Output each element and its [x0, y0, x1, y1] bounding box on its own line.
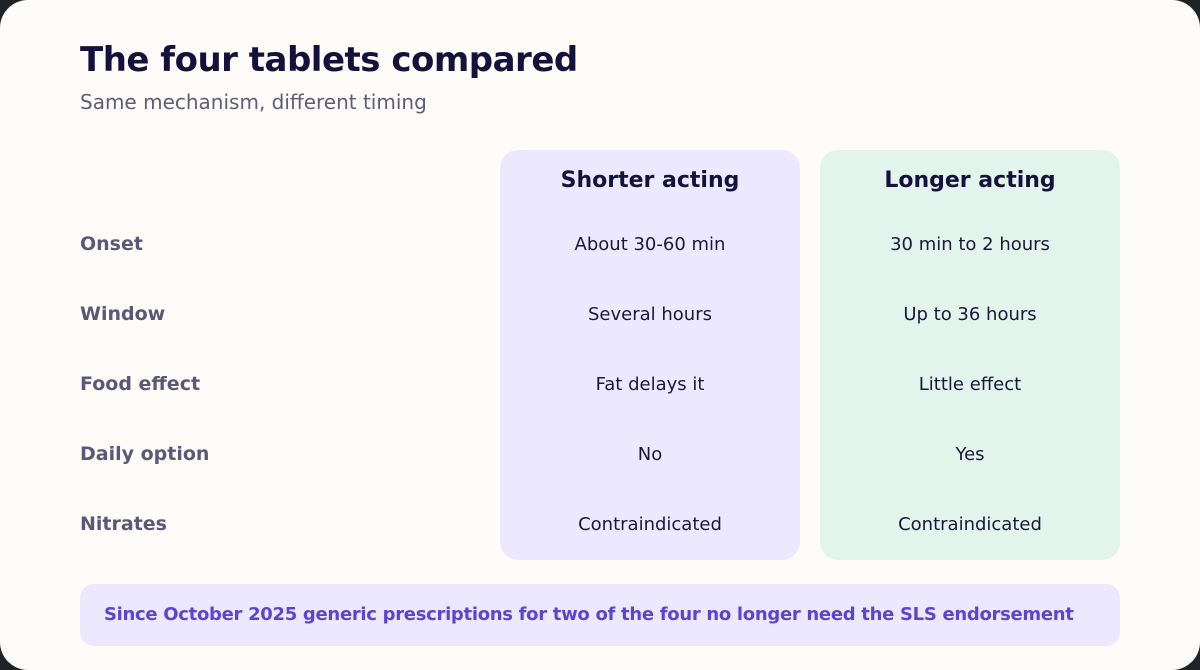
row-label-nitrates: Nitrates [80, 513, 167, 535]
cell-onset-long: 30 min to 2 hours [890, 234, 1050, 255]
row-label-daily-option: Daily option [80, 443, 210, 465]
column-header-longer-acting: Longer acting [884, 168, 1056, 193]
cell-food-effect-short: Fat delays it [595, 374, 705, 395]
cell-food-effect-long: Little effect [918, 374, 1022, 395]
cell-nitrates-long: Contraindicated [898, 514, 1042, 535]
cell-daily-option-long: Yes [955, 444, 985, 465]
cell-window-short: Several hours [588, 304, 712, 325]
cell-daily-option-short: No [637, 444, 663, 465]
cell-nitrates-short: Contraindicated [578, 514, 722, 535]
cell-onset-short: About 30-60 min [574, 234, 726, 255]
page-subtitle: Same mechanism, different timing [80, 90, 427, 114]
longer-acting-column-panel [820, 150, 1120, 560]
cell-window-long: Up to 36 hours [903, 304, 1037, 325]
column-header-shorter-acting: Shorter acting [560, 168, 740, 193]
row-label-onset: Onset [80, 233, 143, 255]
page-title: The four tablets compared [80, 40, 578, 80]
shorter-acting-column-panel [500, 150, 800, 560]
row-label-food-effect: Food effect [80, 373, 201, 395]
footnote-text: Since October 2025 generic prescriptions… [104, 604, 1074, 625]
row-label-window: Window [80, 303, 166, 325]
footnote-banner: Since October 2025 generic prescriptions… [80, 584, 1120, 646]
